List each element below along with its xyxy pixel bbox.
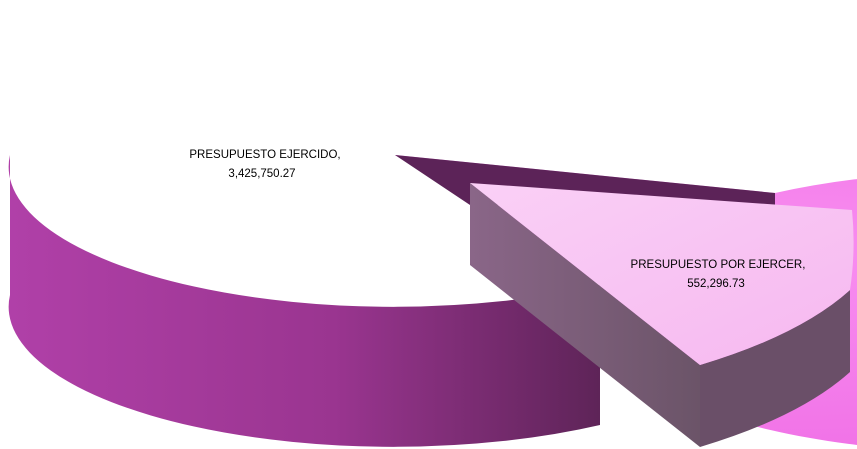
- slice-ejercido-side: [8, 155, 600, 447]
- slice-por-ejercer-arc-side: [700, 290, 850, 447]
- slice-por-ejercer-top: [470, 183, 854, 365]
- data-label-ejercido-value: 3,425,750.27: [228, 168, 295, 180]
- slice-presupuesto-por-ejercer: [470, 183, 854, 447]
- data-label-ejercido-name: PRESUPUESTO EJERCIDO,: [189, 149, 340, 161]
- slice-por-ejercer-side: [470, 183, 700, 447]
- data-label-por-ejercer-value: 552,296.73: [687, 278, 745, 290]
- data-label-por-ejercer-name: PRESUPUESTO POR EJERCER,: [631, 259, 806, 271]
